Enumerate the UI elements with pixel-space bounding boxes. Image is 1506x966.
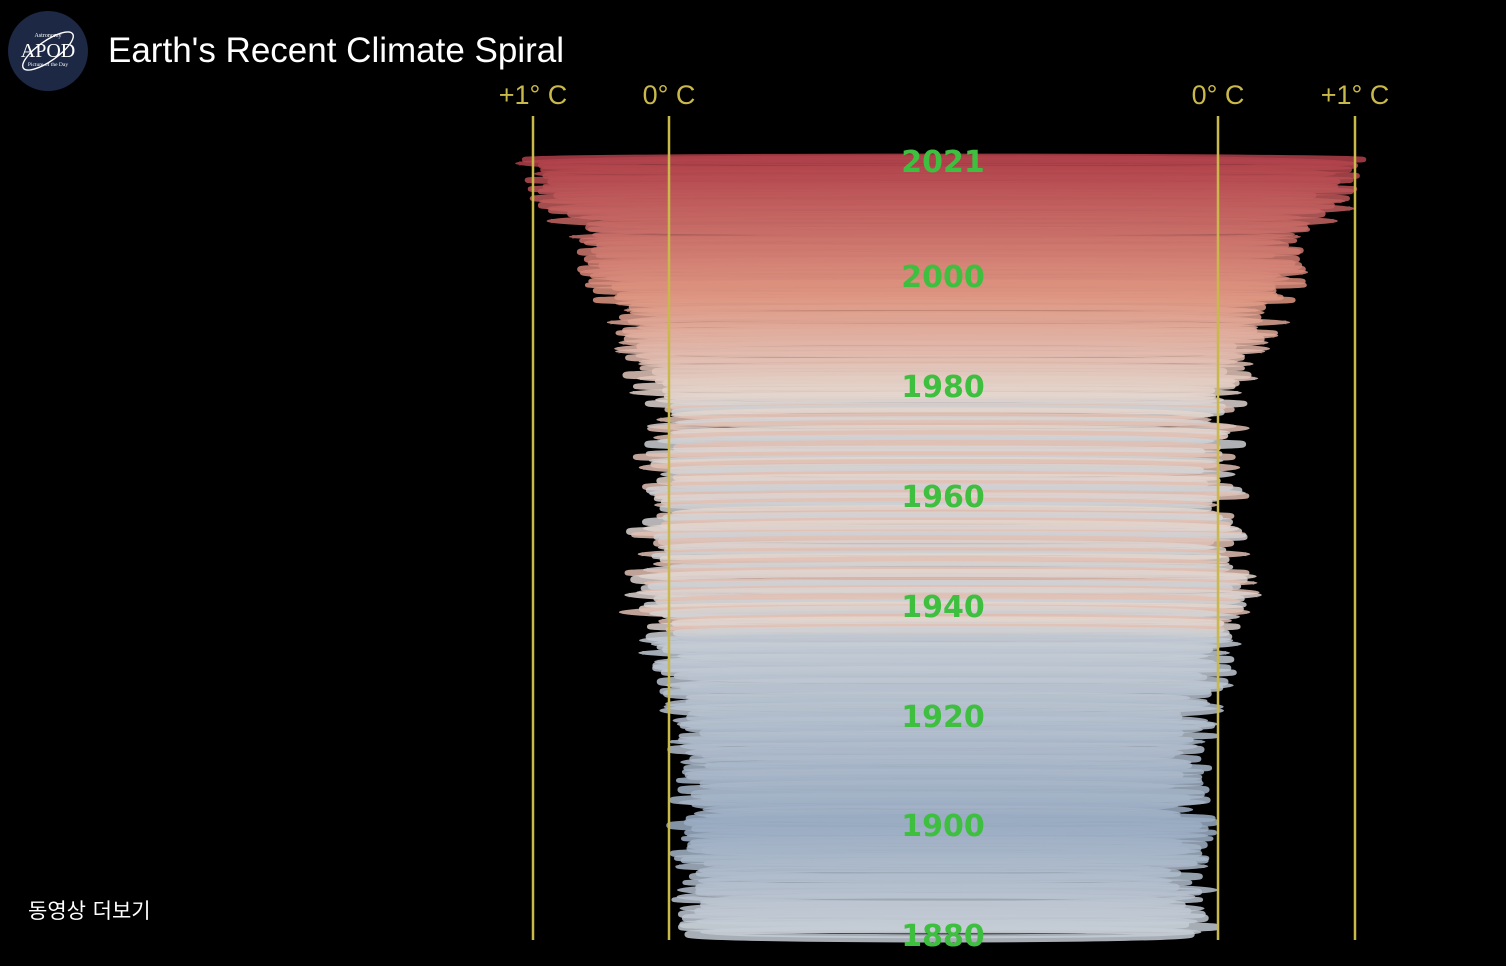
axis-label-left-zero: 0° C (643, 80, 696, 110)
more-videos-link[interactable]: 동영상 더보기 (28, 899, 151, 923)
temperature-ring (625, 350, 1245, 365)
axis-label-right-plus-one: +1° C (1321, 80, 1390, 110)
temperature-ring (684, 926, 1195, 943)
year-label-2021: 2021 (901, 145, 985, 180)
channel-avatar[interactable]: Astronomy APOD Picture of the Day (8, 11, 88, 91)
logo-small-bottom: Picture of the Day (28, 61, 68, 68)
year-label-1920: 1920 (901, 700, 985, 735)
year-label-1900: 1900 (901, 809, 985, 844)
year-label-1940: 1940 (901, 590, 985, 625)
axis-label-right-zero: 0° C (1192, 80, 1245, 110)
year-label-1880: 1880 (901, 919, 985, 954)
year-label-2000: 2000 (901, 260, 985, 295)
year-label-1960: 1960 (901, 480, 985, 515)
video-title[interactable]: Earth's Recent Climate Spiral (108, 31, 565, 70)
logo-text: APOD (21, 40, 75, 62)
logo-small-top: Astronomy (35, 33, 62, 39)
year-label-1980: 1980 (901, 370, 985, 405)
apod-logo-icon: Astronomy APOD Picture of the Day (21, 31, 75, 71)
axis-label-left-plus-one: +1° C (499, 80, 568, 110)
